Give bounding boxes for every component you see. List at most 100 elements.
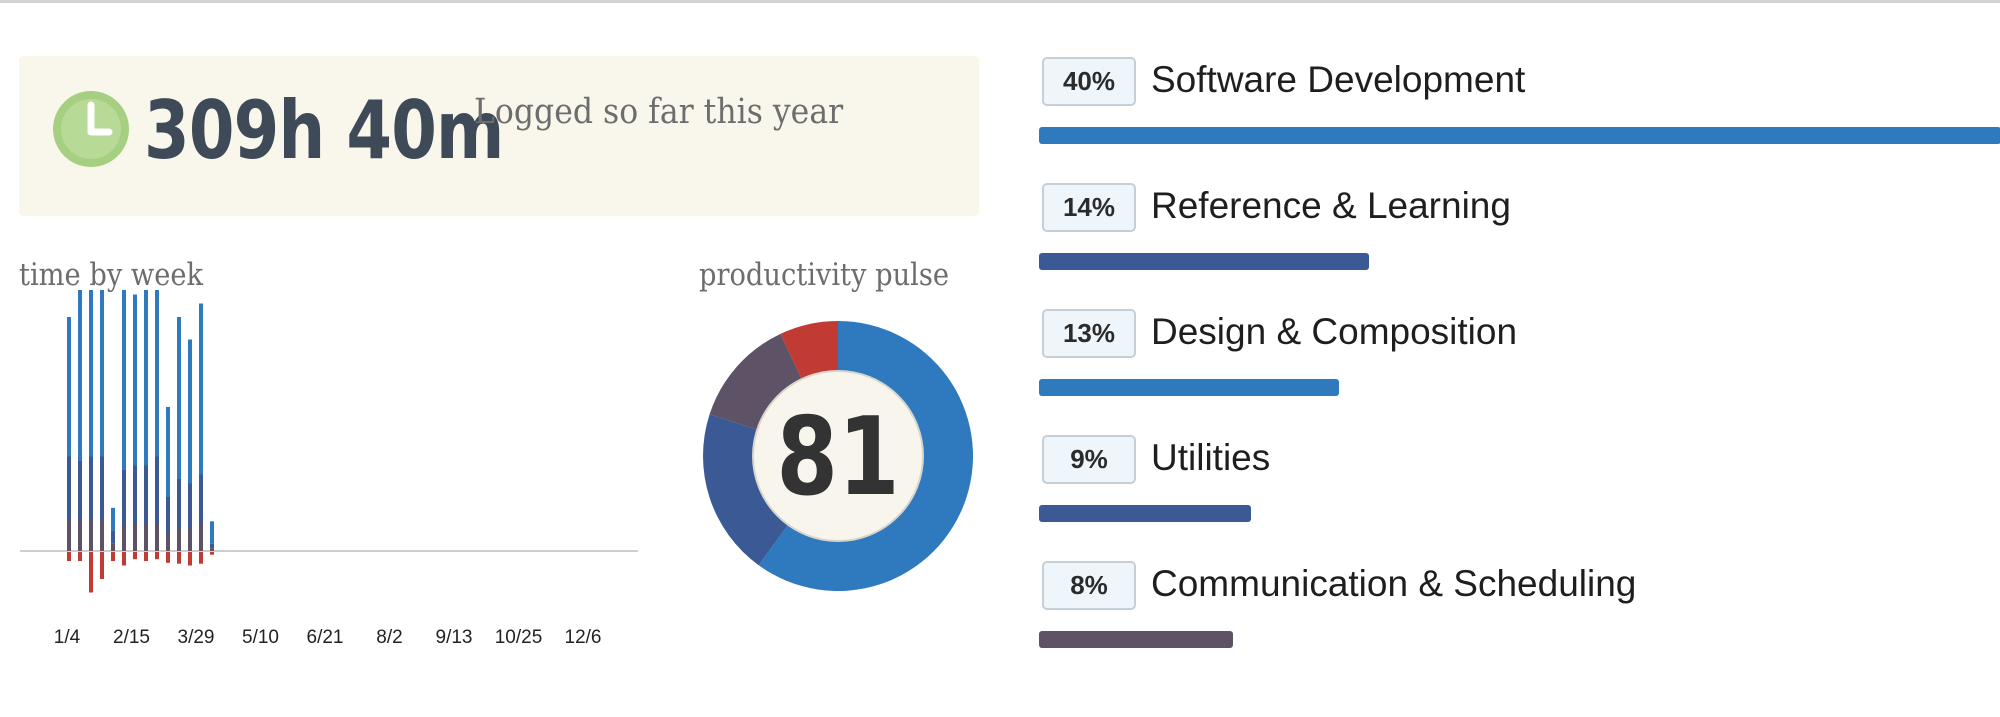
pulse-slice[interactable] (780, 321, 838, 382)
category-name[interactable]: Design & Composition (1151, 311, 1518, 352)
productivity-pulse-title: productivity pulse (699, 257, 950, 293)
distracting-segment (144, 552, 148, 561)
very-productive-segment (155, 290, 159, 457)
week-bar[interactable] (100, 290, 104, 579)
productivity-pulse-chart[interactable]: 81 (700, 318, 980, 598)
week-bar[interactable] (177, 317, 181, 564)
category-share-bar (1039, 505, 1251, 522)
very-productive-segment (199, 303, 203, 475)
very-productive-segment (111, 507, 115, 531)
neutral-segment (166, 533, 170, 551)
productive-segment (199, 474, 203, 524)
distracting-segment (89, 552, 93, 593)
neutral-segment (177, 528, 181, 551)
productive-segment (133, 465, 137, 524)
x-tick-label: 3/29 (178, 627, 215, 648)
category-row[interactable]: 9% Utilities (1038, 433, 2000, 559)
category-share-bar (1039, 253, 1369, 270)
very-productive-segment (166, 407, 170, 497)
week-bar[interactable] (155, 290, 159, 560)
week-bar[interactable] (166, 407, 170, 563)
category-row[interactable]: 8% Communication & Scheduling (1038, 559, 2000, 685)
distracting-segment (133, 552, 137, 560)
week-bar[interactable] (89, 290, 93, 593)
week-bar[interactable] (199, 303, 203, 564)
category-percent-badge: 9% (1042, 435, 1136, 484)
time-by-week-chart[interactable]: 1/4 2/15 3/29 5/10 6/21 8/2 9/13 10/25 12/6 (0, 290, 660, 660)
neutral-segment (155, 524, 159, 551)
category-share-bar (1039, 379, 1339, 396)
week-bar[interactable] (67, 317, 71, 561)
pulse-center (752, 370, 924, 542)
very-productive-segment (67, 317, 71, 457)
top-border (0, 0, 2000, 3)
distracting-segment (166, 552, 170, 563)
distracting-segment (177, 552, 181, 564)
category-row[interactable]: 40% Software Development (1038, 55, 2000, 181)
productive-segment (166, 497, 170, 533)
very-productive-segment (89, 290, 93, 457)
very-productive-segment (210, 521, 214, 544)
x-tick-label: 1/4 (54, 627, 81, 648)
neutral-segment (111, 543, 115, 551)
week-bar[interactable] (144, 290, 148, 561)
neutral-segment (67, 519, 71, 551)
distracting-segment (100, 552, 104, 579)
very-productive-segment (144, 290, 148, 466)
week-bar[interactable] (188, 339, 192, 566)
x-tick-label: 6/21 (307, 627, 344, 648)
distracting-segment (122, 552, 126, 566)
category-name[interactable]: Reference & Learning (1151, 185, 1511, 226)
x-tick-label: 9/13 (436, 627, 473, 648)
productive-segment (210, 543, 214, 549)
category-share-bar (1039, 631, 1233, 648)
clock-icon (53, 91, 129, 167)
week-bar[interactable] (133, 294, 137, 560)
distracting-segment (199, 552, 203, 564)
productive-segment (100, 456, 104, 520)
category-row[interactable]: 13% Design & Composition (1038, 307, 2000, 433)
total-time-caption: Logged so far this year (474, 92, 844, 132)
x-tick-label: 8/2 (376, 627, 402, 648)
neutral-segment (133, 524, 137, 551)
category-name[interactable]: Communication & Scheduling (1151, 563, 1637, 604)
distracting-segment (111, 552, 115, 561)
category-name[interactable]: Utilities (1151, 437, 1271, 478)
pulse-slice[interactable] (703, 414, 790, 566)
pulse-slice[interactable] (709, 333, 804, 431)
category-row[interactable]: 14% Reference & Learning (1038, 181, 2000, 307)
x-tick-label: 5/10 (242, 627, 279, 648)
week-bar[interactable] (122, 290, 126, 566)
productive-segment (89, 456, 93, 520)
neutral-segment (122, 524, 126, 551)
week-bar[interactable] (78, 290, 82, 561)
x-tick-label: 12/6 (565, 627, 602, 648)
productive-segment (144, 465, 148, 524)
distracting-segment (155, 552, 159, 560)
productive-segment (67, 456, 71, 520)
total-time-logged: 309h 40m (144, 84, 504, 177)
category-percent-badge: 40% (1042, 57, 1136, 106)
week-bar[interactable] (111, 507, 115, 561)
distracting-segment (67, 552, 71, 561)
neutral-segment (144, 524, 148, 551)
productive-segment (78, 461, 82, 520)
neutral-segment (199, 524, 203, 551)
very-productive-segment (122, 290, 126, 470)
category-share-bar (1039, 127, 2000, 144)
pulse-score: 81 (776, 394, 899, 520)
productive-segment (111, 530, 115, 544)
distracting-segment (78, 552, 82, 561)
week-bar[interactable] (210, 521, 214, 555)
x-tick-label: 10/25 (495, 627, 543, 648)
category-percent-badge: 13% (1042, 309, 1136, 358)
neutral-segment (78, 519, 82, 551)
x-tick-label: 2/15 (113, 627, 150, 648)
category-percent-badge: 8% (1042, 561, 1136, 610)
pulse-slice[interactable] (758, 321, 973, 591)
productive-segment (177, 479, 181, 529)
time-by-week-title: time by week (19, 257, 204, 293)
very-productive-segment (177, 317, 181, 479)
category-name[interactable]: Software Development (1151, 59, 1526, 100)
productive-segment (122, 470, 126, 524)
